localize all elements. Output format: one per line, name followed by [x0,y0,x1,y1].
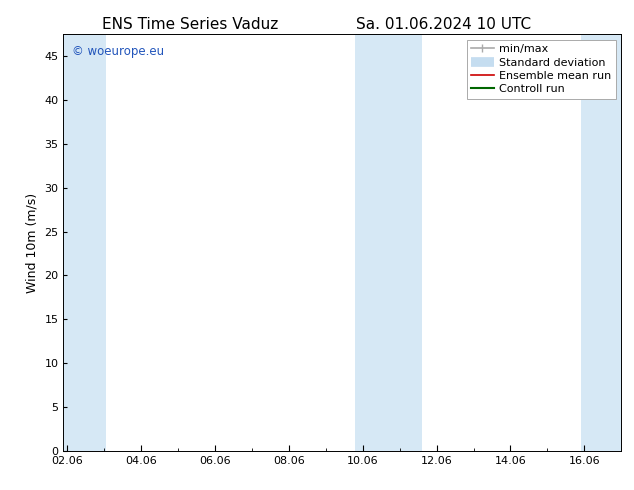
Text: © woeurope.eu: © woeurope.eu [72,45,164,58]
Bar [355,34,422,451]
Legend: min/max, Standard deviation, Ensemble mean run, Controll run: min/max, Standard deviation, Ensemble me… [467,40,616,99]
Bar [581,34,621,451]
Y-axis label: Wind 10m (m/s): Wind 10m (m/s) [26,193,39,293]
Text: Sa. 01.06.2024 10 UTC: Sa. 01.06.2024 10 UTC [356,17,531,32]
Bar [63,34,106,451]
Text: ENS Time Series Vaduz: ENS Time Series Vaduz [102,17,278,32]
